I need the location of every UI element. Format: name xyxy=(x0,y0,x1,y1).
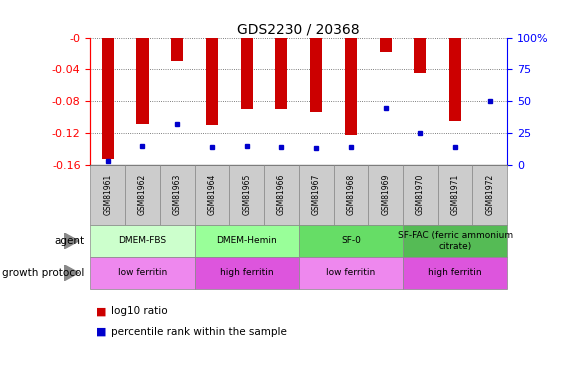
Bar xyxy=(241,38,253,109)
Bar xyxy=(310,38,322,112)
Text: low ferritin: low ferritin xyxy=(326,268,375,278)
Text: GSM81967: GSM81967 xyxy=(312,174,321,215)
Text: GSM81968: GSM81968 xyxy=(346,174,356,215)
Text: DMEM-Hemin: DMEM-Hemin xyxy=(216,237,277,246)
Text: GSM81970: GSM81970 xyxy=(416,174,425,215)
Text: GSM81971: GSM81971 xyxy=(451,174,459,215)
Bar xyxy=(275,38,287,109)
Text: GSM81963: GSM81963 xyxy=(173,174,182,215)
Text: GSM81966: GSM81966 xyxy=(277,174,286,215)
Text: high ferritin: high ferritin xyxy=(429,268,482,278)
Bar xyxy=(171,38,183,62)
Title: GDS2230 / 20368: GDS2230 / 20368 xyxy=(237,22,360,36)
Text: GSM81972: GSM81972 xyxy=(485,174,494,215)
Text: growth protocol: growth protocol xyxy=(2,268,85,278)
Text: ■: ■ xyxy=(96,327,107,337)
Text: GSM81961: GSM81961 xyxy=(103,174,113,215)
Text: GSM81965: GSM81965 xyxy=(242,174,251,215)
Text: ■: ■ xyxy=(96,306,107,316)
Bar xyxy=(101,38,114,159)
Bar xyxy=(136,38,149,124)
Polygon shape xyxy=(64,265,79,281)
Bar xyxy=(380,38,392,52)
Bar xyxy=(415,38,426,74)
Text: GSM81962: GSM81962 xyxy=(138,174,147,215)
Text: GSM81964: GSM81964 xyxy=(208,174,216,215)
Bar xyxy=(345,38,357,135)
Text: high ferritin: high ferritin xyxy=(220,268,273,278)
Text: agent: agent xyxy=(54,236,85,246)
Polygon shape xyxy=(64,233,79,249)
Text: percentile rank within the sample: percentile rank within the sample xyxy=(111,327,287,337)
Bar xyxy=(449,38,461,121)
Bar xyxy=(206,38,218,125)
Text: log10 ratio: log10 ratio xyxy=(111,306,167,316)
Text: DMEM-FBS: DMEM-FBS xyxy=(118,237,167,246)
Text: GSM81969: GSM81969 xyxy=(381,174,390,215)
Text: SF-0: SF-0 xyxy=(341,237,361,246)
Text: low ferritin: low ferritin xyxy=(118,268,167,278)
Text: SF-FAC (ferric ammonium
citrate): SF-FAC (ferric ammonium citrate) xyxy=(398,231,512,251)
